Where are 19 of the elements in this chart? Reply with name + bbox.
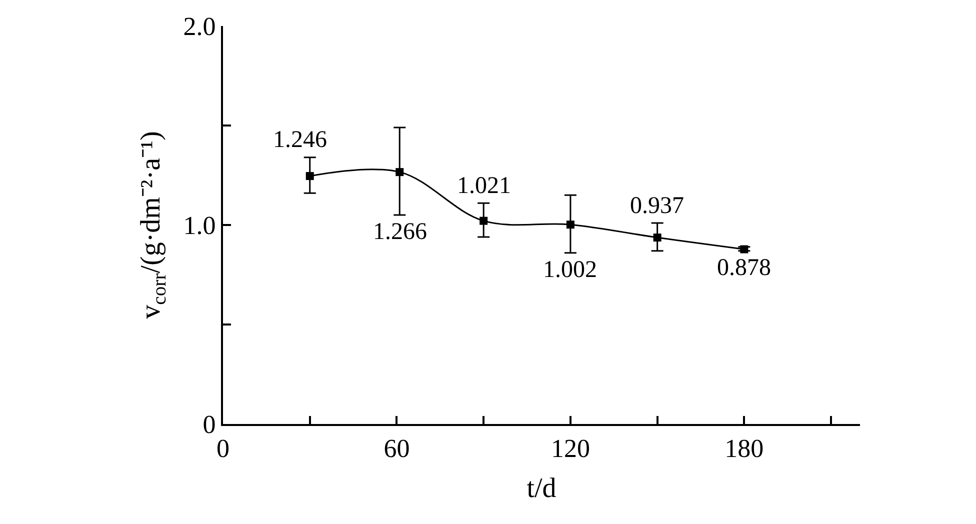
x-axis-title: t/d (526, 472, 556, 504)
data-label: 0.937 (630, 193, 684, 219)
point (306, 172, 314, 180)
point (480, 216, 488, 225)
x-tick-label: 60 (384, 434, 410, 464)
data-label: 1.266 (373, 219, 427, 245)
x-tick-label: 120 (550, 434, 590, 464)
y-tick-label: 1.0 (183, 211, 216, 240)
y-tick-label: 0 (202, 410, 216, 440)
data-label: 1.021 (457, 173, 511, 199)
x-tick-label: 180 (724, 434, 764, 464)
y-tick-label: 2.0 (183, 12, 216, 42)
data-label: 1.002 (543, 257, 597, 283)
point (396, 168, 404, 176)
data-label: 0.878 (717, 255, 771, 281)
data-label: 1.246 (273, 127, 327, 153)
point (566, 220, 574, 229)
point (653, 234, 662, 242)
point (740, 245, 748, 254)
